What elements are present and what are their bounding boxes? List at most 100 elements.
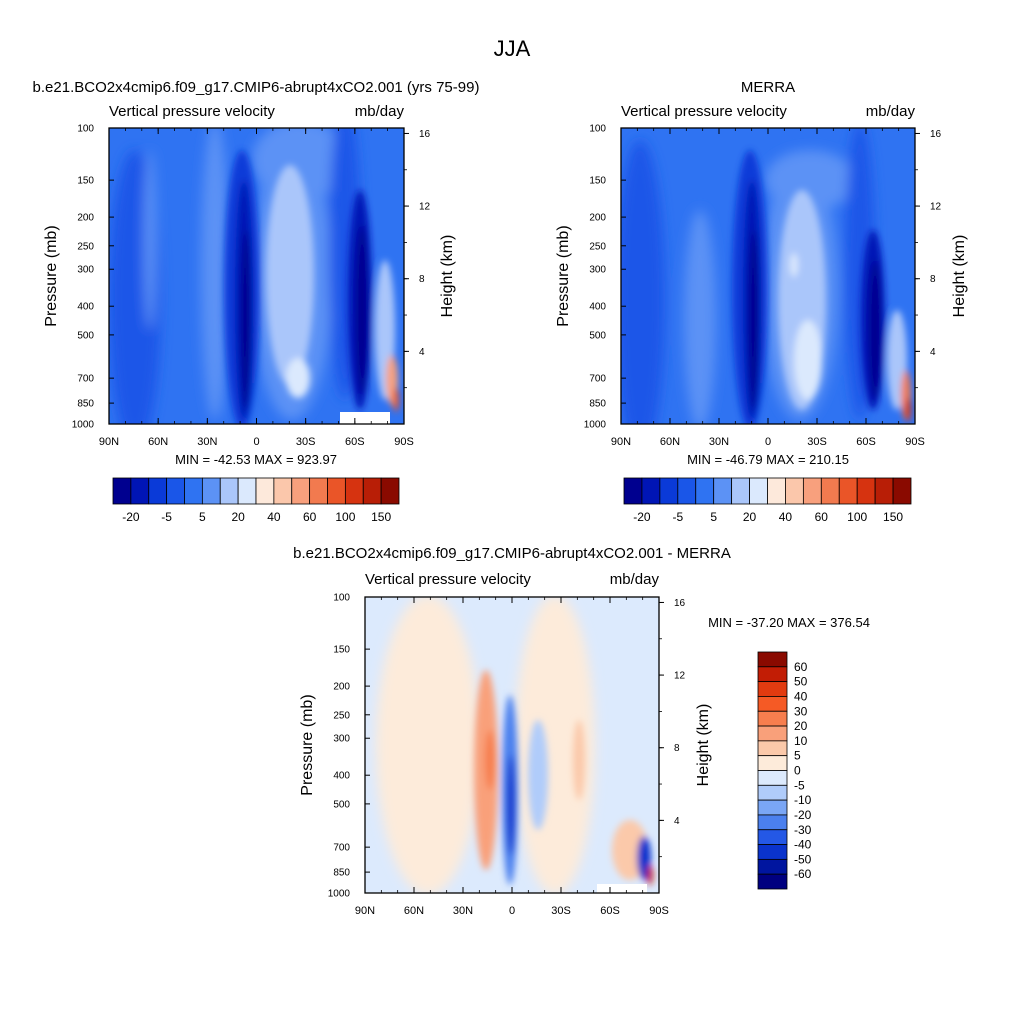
- colorbar-swatch: [695, 477, 715, 505]
- panel-difference: b.e21.BCO2x4cmip6.f09_g17.CMIP6-abrupt4x…: [293, 545, 870, 917]
- colorbar-label: 10: [794, 734, 808, 748]
- colorbar-swatch: [802, 477, 822, 505]
- y-tick-label: 400: [77, 302, 94, 313]
- contour-field: [621, 128, 915, 424]
- colorbar-label: 60: [815, 510, 829, 524]
- y-ticks-right: 16 12 8 4: [915, 129, 942, 389]
- contour-field: [109, 128, 404, 424]
- y-right-tick-label: 16: [674, 598, 686, 609]
- subtitle-right: mb/day: [866, 103, 916, 120]
- colorbar-swatch: [757, 681, 788, 697]
- colorbar-label: 150: [371, 510, 391, 524]
- colorbar-label: 20: [743, 510, 757, 524]
- x-tick-label: 60S: [345, 436, 365, 448]
- colorbar-label: 100: [847, 510, 867, 524]
- x-tick-label: 0: [509, 905, 515, 917]
- y-tick-label: 100: [77, 124, 94, 135]
- colorbar-swatch: [820, 477, 840, 505]
- y-tick-label: 250: [333, 710, 350, 721]
- colorbar-label: 40: [794, 689, 808, 703]
- x-tick-label: 0: [253, 436, 259, 448]
- colorbar-label: 60: [794, 660, 808, 674]
- colorbar-label: 60: [303, 510, 317, 524]
- colorbar-swatch: [749, 477, 768, 505]
- y-tick-label: 150: [333, 645, 350, 656]
- panel-model: b.e21.BCO2x4cmip6.f09_g17.CMIP6-abrupt4x…: [33, 79, 480, 524]
- x-tick-label: 60N: [148, 436, 168, 448]
- colorbar-swatch: [757, 814, 788, 831]
- x-tick-label: 30S: [296, 436, 316, 448]
- y-axis-label: Pressure (mb): [43, 225, 60, 326]
- y-tick-label: 700: [333, 843, 350, 854]
- y-right-tick-label: 16: [930, 129, 942, 140]
- min-max-stats: MIN = -37.20 MAX = 376.54: [708, 615, 870, 630]
- panel-title: MERRA: [741, 79, 795, 96]
- min-max-stats: MIN = -42.53 MAX = 923.97: [175, 452, 337, 467]
- x-tick-label: 90S: [649, 905, 669, 917]
- colorbar-label: 0: [794, 764, 801, 778]
- x-tick-label: 90S: [394, 436, 414, 448]
- colorbar-label: 20: [231, 510, 245, 524]
- colorbar-swatch: [757, 755, 788, 771]
- x-tick-label: 90N: [355, 905, 375, 917]
- colorbar-swatch: [713, 477, 733, 505]
- colorbar-swatch: [166, 477, 185, 505]
- y-right-tick-label: 8: [419, 274, 425, 285]
- y-tick-label: 1000: [72, 420, 95, 431]
- x-tick-label: 60S: [856, 436, 876, 448]
- colorbar-swatch: [856, 477, 876, 505]
- x-tick-label: 30S: [807, 436, 827, 448]
- colorbar-swatch: [219, 477, 239, 505]
- colorbar-swatch: [659, 477, 679, 505]
- colorbar-swatch: [757, 844, 788, 860]
- y-right-tick-label: 4: [419, 347, 425, 358]
- y-right-tick-label: 16: [419, 129, 431, 140]
- colorbar-label: -40: [794, 838, 812, 852]
- colorbar-swatch: [757, 858, 788, 875]
- x-tick-label: 30N: [453, 905, 473, 917]
- x-tick-label: 30S: [551, 905, 571, 917]
- colorbar-swatch: [767, 477, 786, 505]
- y-tick-label: 1000: [328, 889, 351, 900]
- y-tick-label: 300: [77, 265, 94, 276]
- y-tick-label: 200: [333, 682, 350, 693]
- colorbar-label: -50: [794, 852, 812, 866]
- colorbar-swatch: [380, 477, 400, 505]
- x-tick-label: 90N: [611, 436, 631, 448]
- colorbar-swatch: [757, 829, 788, 845]
- colorbar-swatch: [731, 477, 750, 505]
- y-tick-label: 400: [589, 302, 606, 313]
- colorbar-label: 20: [794, 719, 808, 733]
- colorbar-swatch: [237, 477, 257, 505]
- colorbar-label: 40: [779, 510, 793, 524]
- y-axis-label-right: Height (km): [695, 704, 712, 787]
- y-right-tick-label: 12: [419, 202, 431, 213]
- y-tick-label: 250: [77, 241, 94, 252]
- y-axis-label: Pressure (mb): [299, 694, 316, 795]
- y-right-tick-label: 8: [674, 743, 680, 754]
- y-tick-label: 1000: [584, 420, 607, 431]
- y-tick-label: 300: [589, 265, 606, 276]
- colorbar-label: -20: [122, 510, 140, 524]
- y-tick-label: 100: [333, 593, 350, 604]
- colorbar-label: 5: [710, 510, 717, 524]
- colorbar-label: -5: [794, 778, 805, 792]
- y-ticks: 100 150 200 250 300 400 500 700 850 1000: [584, 124, 626, 431]
- x-ticks: 90N 60N 30N 0 30S 60S 90S: [611, 128, 925, 448]
- colorbar-swatch: [184, 477, 203, 505]
- colorbar-label: 50: [794, 675, 808, 689]
- colorbar-swatch: [757, 799, 788, 816]
- y-right-tick-label: 4: [674, 816, 680, 827]
- colorbar-label: -20: [633, 510, 651, 524]
- x-tick-label: 90S: [905, 436, 925, 448]
- colorbar-label: 30: [794, 704, 808, 718]
- y-axis-label: Pressure (mb): [555, 225, 572, 326]
- y-tick-label: 150: [77, 176, 94, 187]
- panel-title: b.e21.BCO2x4cmip6.f09_g17.CMIP6-abrupt4x…: [293, 545, 731, 562]
- y-tick-label: 150: [589, 176, 606, 187]
- y-tick-label: 700: [77, 374, 94, 385]
- colorbar-swatch: [874, 477, 894, 505]
- colorbar-label: -20: [794, 808, 812, 822]
- colorbar-label: -30: [794, 823, 812, 837]
